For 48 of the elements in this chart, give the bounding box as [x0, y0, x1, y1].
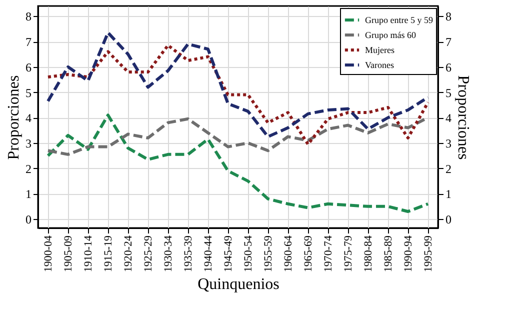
legend-label: Varones [365, 60, 394, 70]
line-series [46, 44, 430, 146]
y2-tick-label: 4 [446, 111, 452, 126]
y2-axis-title: Proporciones [454, 75, 472, 160]
y-tick-label: 6 [26, 60, 32, 74]
y2-tick-label: 3 [446, 136, 452, 151]
legend-label: Mujeres [365, 45, 395, 55]
y-tick-label: 1 [26, 187, 32, 202]
y2-tick-label: 8 [446, 10, 452, 24]
y2-tick-label: 2 [446, 162, 452, 176]
y2-tick-label: 6 [446, 60, 452, 74]
x-tick-label: 1945-49 [222, 235, 234, 272]
y2-tick-label: 1 [446, 187, 452, 202]
x-tick-label: 1930-34 [162, 235, 174, 272]
legend-label: Grupo más 60 [365, 30, 416, 40]
x-tick-label: 1980-84 [362, 235, 374, 272]
x-axis-title: Quinquenios [198, 276, 280, 294]
legend-label: Grupo entre 5 y 59 [365, 15, 434, 25]
x-tick-label: 1920-24 [122, 235, 134, 272]
y-tick-label: 7 [26, 35, 32, 50]
line-series [46, 31, 430, 138]
x-tick-label: 1995-99 [422, 235, 434, 272]
y2-tick-label: 5 [446, 86, 452, 100]
y-axis-title: Proporciones [6, 75, 22, 160]
x-tick-label: 1905-09 [62, 235, 74, 272]
x-tick-label: 1915-19 [102, 235, 114, 272]
y-tick-label: 5 [26, 86, 32, 100]
y-tick-label: 0 [26, 212, 32, 227]
x-tick-label: 1950-54 [242, 235, 254, 272]
y-tick-label: 8 [26, 10, 32, 24]
y2-tick-label: 0 [446, 212, 452, 227]
x-tick-label: 1940-44 [202, 235, 214, 272]
y-tick-label: 4 [26, 111, 32, 126]
x-tick-label: 1965-69 [302, 235, 314, 272]
x-tick-label: 1960-64 [282, 235, 294, 272]
x-tick-label: 1975-79 [342, 235, 354, 272]
y-tick-label: 3 [26, 136, 32, 151]
x-tick-label: 1935-39 [182, 235, 194, 272]
x-tick-label: 1970-74 [322, 235, 334, 272]
x-tick-label: 1910-14 [82, 235, 94, 272]
y2-tick-label: 7 [446, 35, 452, 50]
x-tick-label: 1900-04 [42, 235, 54, 272]
x-tick-label: 1990-94 [402, 235, 414, 272]
y-tick-label: 2 [26, 162, 32, 176]
x-tick-label: 1925-29 [142, 235, 154, 272]
x-tick-label: 1985-89 [382, 235, 394, 272]
line-series [46, 114, 430, 214]
x-tick-label: 1955-59 [262, 235, 274, 272]
